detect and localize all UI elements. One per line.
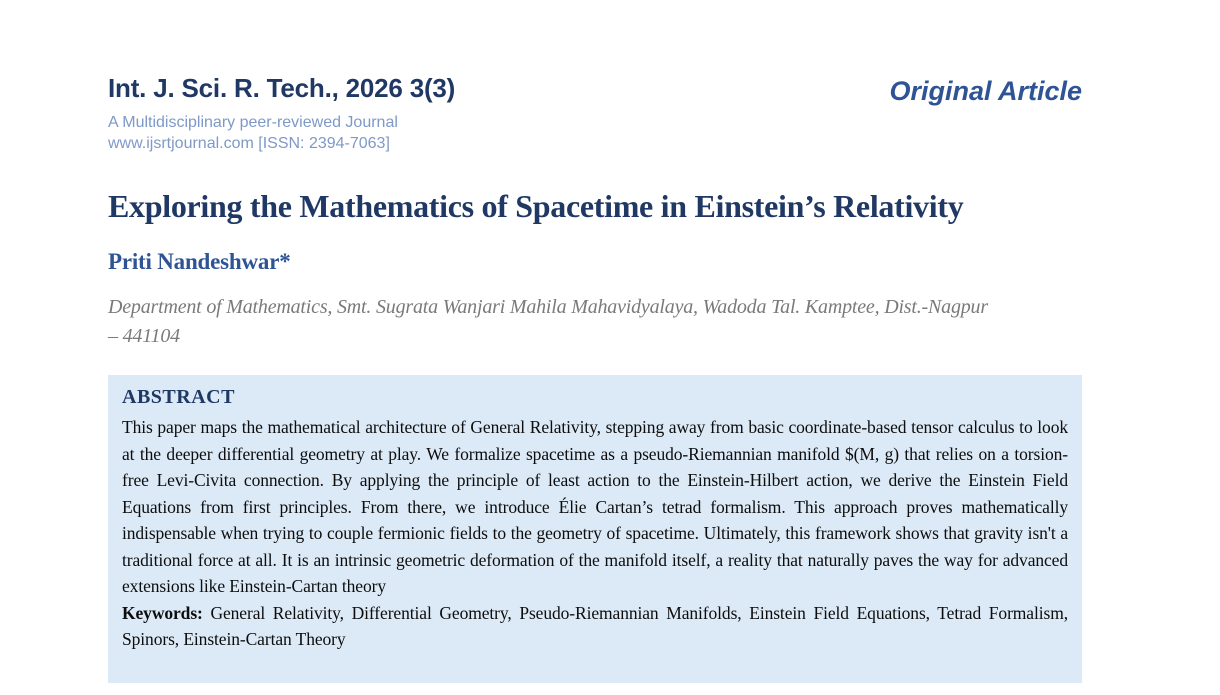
keywords-label: Keywords:	[122, 602, 203, 623]
abstract-heading: ABSTRACT	[122, 386, 235, 409]
author-name: Priti Nandeshwar*	[108, 249, 291, 275]
abstract-section: ABSTRACT This paper maps the mathematica…	[108, 375, 1082, 683]
article-type-label: Original Article	[889, 76, 1082, 106]
article-title: Exploring the Mathematics of Spacetime i…	[108, 188, 964, 225]
journal-website-issn: www.ijsrtjournal.com [ISSN: 2394-7063]	[108, 135, 390, 153]
page-content: Int. J. Sci. R. Tech., 2026 3(3) A Multi…	[108, 0, 1082, 683]
journal-tagline: A Multidisciplinary peer-reviewed Journa…	[108, 113, 398, 131]
keywords-line: Keywords: General Relativity, Differenti…	[122, 600, 1068, 653]
journal-masthead: Int. J. Sci. R. Tech., 2026 3(3) A Multi…	[108, 0, 1082, 155]
abstract-body: This paper maps the mathematical archite…	[122, 417, 1068, 597]
keywords-text: General Relativity, Differential Geometr…	[122, 602, 1068, 650]
author-affiliation: Department of Mathematics, Smt. Sugrata …	[108, 296, 988, 348]
journal-name: Int. J. Sci. R. Tech., 2026 3(3)	[108, 73, 456, 103]
journal-identity: Int. J. Sci. R. Tech., 2026 3(3) A Multi…	[108, 73, 456, 155]
